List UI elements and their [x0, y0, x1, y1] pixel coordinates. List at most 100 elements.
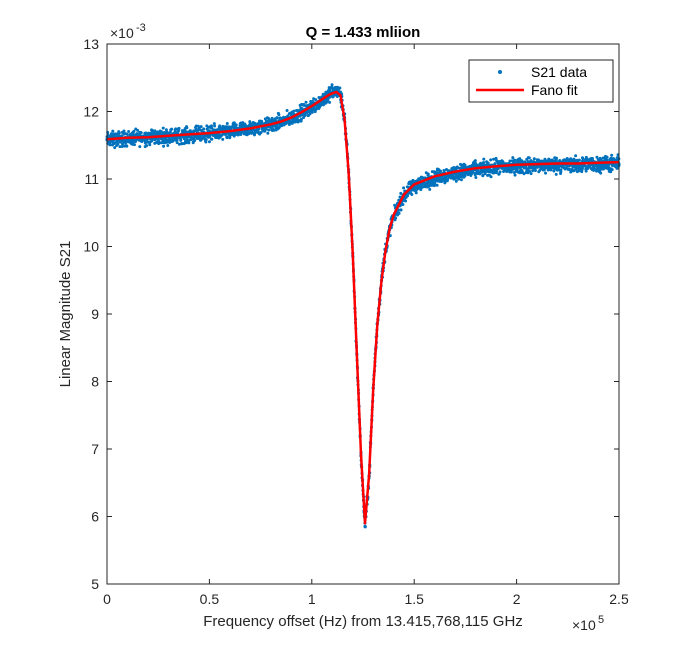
- data-point: [275, 116, 279, 120]
- data-point: [209, 124, 213, 128]
- data-point: [199, 125, 203, 129]
- data-point: [185, 126, 189, 130]
- data-point: [610, 153, 614, 157]
- data-point: [404, 199, 408, 203]
- data-point: [518, 157, 522, 161]
- data-point: [605, 158, 609, 162]
- data-point: [314, 98, 318, 102]
- data-point: [554, 172, 558, 176]
- data-point: [481, 174, 485, 178]
- y-multiplier: ×10 -3: [110, 22, 146, 41]
- data-point: [459, 178, 463, 182]
- data-point: [559, 168, 563, 172]
- data-point: [113, 146, 117, 150]
- x-axis-label: Frequency offset (Hz) from 13.415,768,11…: [203, 613, 523, 630]
- data-point: [595, 169, 599, 173]
- data-point: [428, 187, 432, 191]
- data-point: [204, 138, 208, 142]
- data-point: [574, 154, 578, 158]
- data-point: [482, 157, 486, 161]
- data-point: [161, 126, 165, 130]
- data-point: [581, 157, 585, 161]
- data-point: [170, 127, 174, 131]
- data-point: [580, 167, 584, 171]
- y-tick-label: 12: [83, 104, 99, 120]
- data-point: [474, 175, 478, 179]
- data-point: [122, 129, 126, 133]
- data-point: [239, 132, 243, 136]
- legend-marker-s21-data: [498, 70, 502, 74]
- chart-title: Q = 1.433 mliion: [306, 24, 421, 41]
- data-point: [508, 159, 512, 163]
- data-point: [108, 142, 112, 146]
- y-axis-label: Linear Magnitude S21: [57, 241, 74, 388]
- data-point: [527, 156, 531, 160]
- data-point: [175, 138, 179, 142]
- data-point: [527, 169, 531, 173]
- data-point: [266, 131, 270, 135]
- data-point: [492, 157, 496, 161]
- data-point: [210, 126, 214, 130]
- data-point: [615, 166, 619, 170]
- axis-layer: 0 0.5 1 1.5 2 2.5 5 6 7 8 9 10 11 12 13: [83, 36, 629, 607]
- data-point: [207, 140, 211, 144]
- data-point: [610, 168, 614, 172]
- data-point: [443, 181, 447, 185]
- data-point: [213, 124, 217, 128]
- data-point: [210, 137, 214, 141]
- legend-label-s21-data: S21 data: [531, 64, 587, 80]
- data-point: [473, 173, 477, 177]
- data-point: [259, 131, 263, 135]
- y-tick-label: 6: [91, 509, 99, 525]
- data-point: [120, 134, 124, 138]
- data-point: [319, 103, 323, 107]
- data-point: [145, 144, 149, 148]
- data-point: [473, 159, 477, 163]
- data-point: [127, 129, 131, 133]
- x-tick-label: 1: [308, 591, 316, 607]
- data-point: [433, 182, 437, 186]
- data-point: [264, 127, 268, 131]
- data-point: [136, 128, 140, 132]
- data-point: [328, 100, 332, 104]
- data-point: [118, 145, 122, 149]
- data-point: [234, 123, 238, 127]
- data-point: [148, 143, 152, 147]
- data-point: [402, 186, 406, 190]
- data-point: [454, 179, 458, 183]
- data-point: [187, 141, 191, 145]
- data-point: [162, 144, 166, 148]
- data-point: [212, 122, 216, 126]
- legend: S21 data Fano fit: [468, 59, 614, 103]
- data-point: [458, 166, 462, 170]
- data-point: [511, 156, 515, 160]
- data-point: [168, 130, 172, 134]
- data-point: [363, 525, 367, 529]
- data-point: [166, 143, 170, 147]
- data-point: [277, 125, 281, 129]
- y-multiplier-exponent: -3: [136, 22, 146, 34]
- data-point: [292, 109, 296, 113]
- data-point: [299, 117, 303, 121]
- data-point: [330, 83, 334, 87]
- data-point: [605, 155, 609, 159]
- data-point: [151, 129, 155, 133]
- data-point: [519, 165, 523, 169]
- data-point: [401, 203, 405, 207]
- data-point: [138, 145, 142, 149]
- x-tick-label: 0: [103, 591, 111, 607]
- data-point: [177, 126, 181, 130]
- data-point: [533, 168, 537, 172]
- data-point: [321, 103, 325, 107]
- data-point: [184, 141, 188, 145]
- data-point: [248, 120, 252, 124]
- data-point: [308, 112, 312, 116]
- data-point: [399, 191, 403, 195]
- data-point: [529, 159, 533, 163]
- data-point: [326, 98, 330, 102]
- data-point: [179, 138, 183, 142]
- data-point: [117, 131, 121, 135]
- data-point: [542, 168, 546, 172]
- legend-label-fano-fit: Fano fit: [531, 82, 578, 98]
